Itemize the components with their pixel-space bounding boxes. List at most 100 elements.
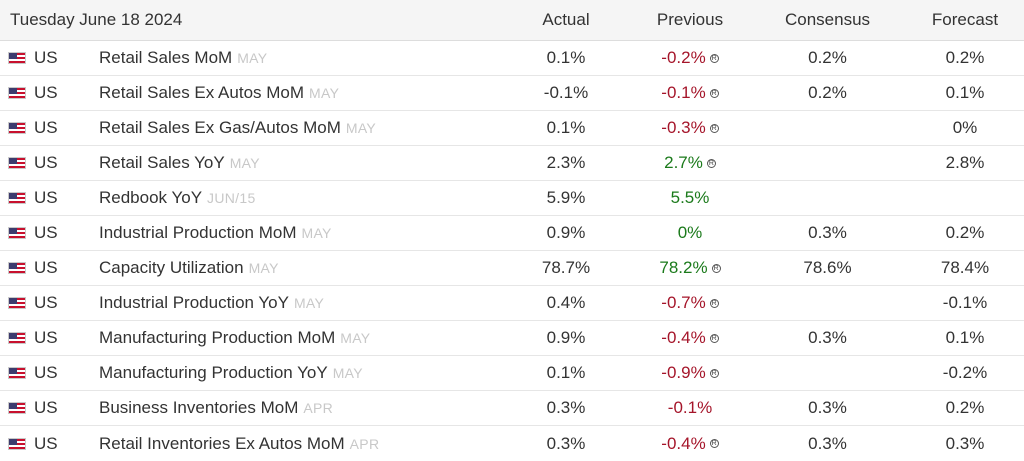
event-name[interactable]: Manufacturing Production YoY (99, 363, 328, 382)
previous-value: 2.7% (664, 153, 703, 172)
table-row[interactable]: US Manufacturing Production MoM MAY 0.9% -0.… (0, 321, 1024, 356)
reference-period: MAY (301, 225, 332, 241)
consensus-value (770, 111, 885, 145)
revised-icon[interactable]: R (709, 88, 719, 98)
consensus-value: 0.3% (808, 223, 847, 242)
table-row[interactable]: US Redbook YoY JUN/15 5.9% 5.5% (0, 181, 1024, 216)
country-code: US (34, 83, 58, 102)
table-row[interactable]: US Industrial Production YoY MAY 0.4% -0.7% R… (0, 286, 1024, 321)
reference-period: MAY (293, 295, 325, 311)
previous-cell: 78.2% R (640, 251, 740, 285)
calendar-date: Tuesday June 18 2024 (10, 10, 183, 29)
actual-value: 0.1% (546, 363, 586, 382)
revised-icon[interactable]: R (709, 53, 719, 63)
revised-icon[interactable]: R (709, 333, 719, 343)
consensus-value: 0.3% (808, 398, 847, 417)
event-cell[interactable]: Redbook YoY JUN/15 (99, 181, 256, 215)
forecast-value: -0.2% (942, 363, 988, 382)
table-row[interactable]: US Retail Sales Ex Gas/Autos MoM MAY 0.1% -0… (0, 111, 1024, 146)
us-flag-icon (8, 227, 26, 239)
revised-icon[interactable]: R (709, 439, 719, 448)
revised-icon[interactable]: R (706, 158, 716, 168)
previous-cell: -0.9% R (640, 356, 740, 390)
table-header: Tuesday June 18 2024 Actual Previous Con… (0, 0, 1024, 41)
table-row[interactable]: US Retail Inventories Ex Autos MoM APR 0.3%… (0, 426, 1024, 461)
us-flag-icon (8, 52, 26, 64)
event-cell[interactable]: Industrial Production MoM MAY (99, 216, 332, 250)
us-flag-icon (8, 262, 26, 274)
table-row[interactable]: US Manufacturing Production YoY MAY 0.1% -0.… (0, 356, 1024, 391)
country-code: US (34, 293, 58, 312)
previous-value: 5.5% (670, 188, 710, 207)
reference-period: MAY (309, 85, 340, 101)
event-cell[interactable]: Manufacturing Production YoY MAY (99, 356, 363, 390)
event-cell[interactable]: Retail Sales MoM MAY (99, 41, 267, 75)
actual-value: 0.4% (546, 293, 586, 312)
previous-value: -0.4% (661, 328, 706, 347)
reference-period: JUN/15 (207, 190, 256, 206)
previous-value: -0.4% (661, 433, 706, 453)
previous-value: -0.1% (667, 398, 713, 417)
event-name[interactable]: Industrial Production MoM (99, 223, 297, 242)
actual-value: 0.9% (546, 328, 586, 347)
previous-cell: -0.3% R (640, 111, 740, 145)
previous-cell: -0.4% R (640, 321, 740, 355)
event-cell[interactable]: Business Inventories MoM APR (99, 391, 333, 425)
consensus-value (770, 286, 885, 320)
column-header-consensus[interactable]: Consensus (784, 10, 871, 29)
table-row[interactable]: US Business Inventories MoM APR 0.3% -0.1% 0.… (0, 391, 1024, 426)
event-cell[interactable]: Industrial Production YoY MAY (99, 286, 324, 320)
country-code: US (34, 433, 58, 453)
table-row[interactable]: US Retail Sales MoM MAY 0.1% -0.2% R 0.2% 0.2% (0, 41, 1024, 76)
event-name[interactable]: Retail Sales YoY (99, 153, 225, 172)
previous-cell: -0.1% R (640, 76, 740, 110)
event-cell[interactable]: Manufacturing Production MoM MAY (99, 321, 370, 355)
previous-value: -0.1% (661, 83, 706, 102)
revised-icon[interactable]: R (711, 263, 721, 273)
forecast-value: 0.2% (945, 398, 985, 417)
event-cell[interactable]: Capacity Utilization MAY (99, 251, 279, 285)
us-flag-icon (8, 122, 26, 134)
reference-period: MAY (237, 50, 268, 66)
event-cell[interactable]: Retail Inventories Ex Autos MoM APR (99, 426, 379, 461)
revised-icon[interactable]: R (709, 298, 719, 308)
event-name[interactable]: Redbook YoY (99, 188, 203, 207)
country-code: US (34, 363, 58, 382)
table-row[interactable]: US Capacity Utilization MAY 78.7% 78.2% R 78.6… (0, 251, 1024, 286)
actual-value: 0.9% (546, 223, 586, 242)
us-flag-icon (8, 367, 26, 379)
consensus-value: 0.3% (808, 328, 847, 347)
us-flag-icon (8, 402, 26, 414)
reference-period: APR (303, 400, 334, 416)
event-name[interactable]: Industrial Production YoY (99, 293, 289, 312)
event-name[interactable]: Retail Inventories Ex Autos MoM (99, 433, 345, 453)
column-header-actual[interactable]: Actual (542, 10, 590, 29)
column-header-previous[interactable]: Previous (656, 10, 724, 29)
event-cell[interactable]: Retail Sales Ex Autos MoM MAY (99, 76, 339, 110)
revised-icon[interactable]: R (709, 123, 719, 133)
revised-icon[interactable]: R (709, 368, 719, 378)
country-cell: US (8, 41, 88, 75)
event-name[interactable]: Retail Sales MoM (99, 48, 233, 67)
forecast-value: 0.1% (945, 328, 985, 347)
event-name[interactable]: Retail Sales Ex Autos MoM (99, 83, 305, 102)
event-cell[interactable]: Retail Sales Ex Gas/Autos MoM MAY (99, 111, 376, 145)
table-row[interactable]: US Retail Sales YoY MAY 2.3% 2.7% R 2.8% (0, 146, 1024, 181)
country-code: US (34, 328, 58, 347)
table-row[interactable]: US Retail Sales Ex Autos MoM MAY -0.1% -0.1%… (0, 76, 1024, 111)
table-body: US Retail Sales MoM MAY 0.1% -0.2% R 0.2% 0.2% U… (0, 41, 1024, 461)
table-row[interactable]: US Industrial Production MoM MAY 0.9% 0% 0.3%… (0, 216, 1024, 251)
us-flag-icon (8, 157, 26, 169)
forecast-value: 0% (952, 118, 978, 137)
previous-value: -0.9% (661, 363, 706, 382)
consensus-value: 0.3% (808, 433, 847, 453)
event-name[interactable]: Retail Sales Ex Gas/Autos MoM (99, 118, 341, 137)
event-name[interactable]: Manufacturing Production MoM (99, 328, 336, 347)
event-cell[interactable]: Retail Sales YoY MAY (99, 146, 260, 180)
column-header-forecast[interactable]: Forecast (931, 10, 999, 29)
us-flag-icon (8, 437, 26, 450)
actual-value: -0.1% (543, 83, 589, 102)
previous-cell: -0.2% R (640, 41, 740, 75)
event-name[interactable]: Business Inventories MoM (99, 398, 299, 417)
event-name[interactable]: Capacity Utilization (99, 258, 244, 277)
